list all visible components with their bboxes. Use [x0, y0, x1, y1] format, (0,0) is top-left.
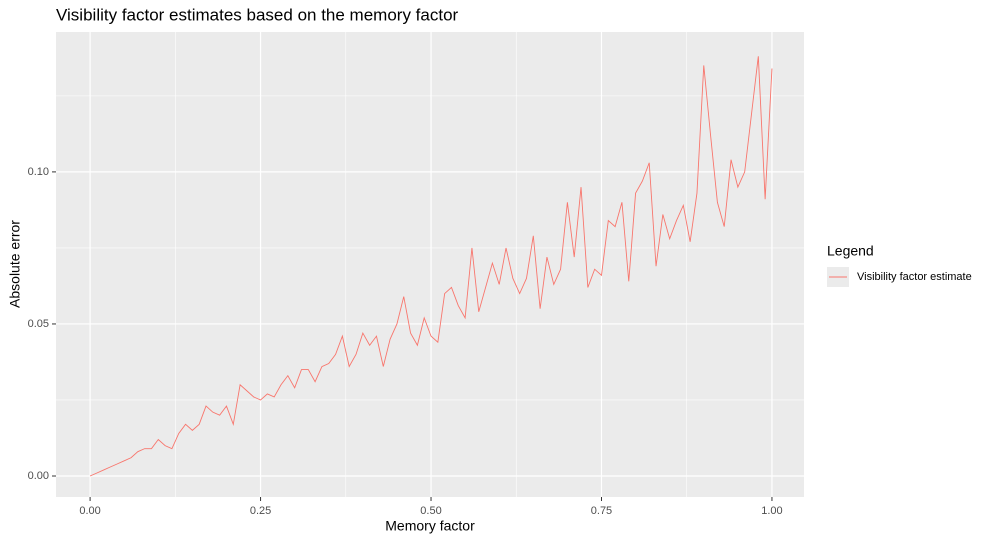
y-tick-label: 0.05 — [28, 318, 49, 330]
x-tick-label: 0.25 — [250, 505, 271, 517]
chart-title: Visibility factor estimates based on the… — [56, 5, 459, 24]
x-axis-title: Memory factor — [385, 518, 475, 534]
panel — [56, 32, 804, 497]
y-tick-label: 0.00 — [28, 470, 49, 482]
x-tick-label: 0.00 — [79, 505, 100, 517]
x-tick-label: 0.50 — [420, 505, 441, 517]
legend-title: Legend — [827, 243, 874, 259]
legend-label: Visibility factor estimate — [857, 271, 972, 283]
line — [89, 56, 773, 477]
x-tick-label: 0.75 — [591, 505, 612, 517]
y-axis-title: Absolute error — [7, 220, 23, 308]
x-tick-label: 1.00 — [761, 505, 782, 517]
y-tick-label: 0.10 — [28, 166, 49, 178]
